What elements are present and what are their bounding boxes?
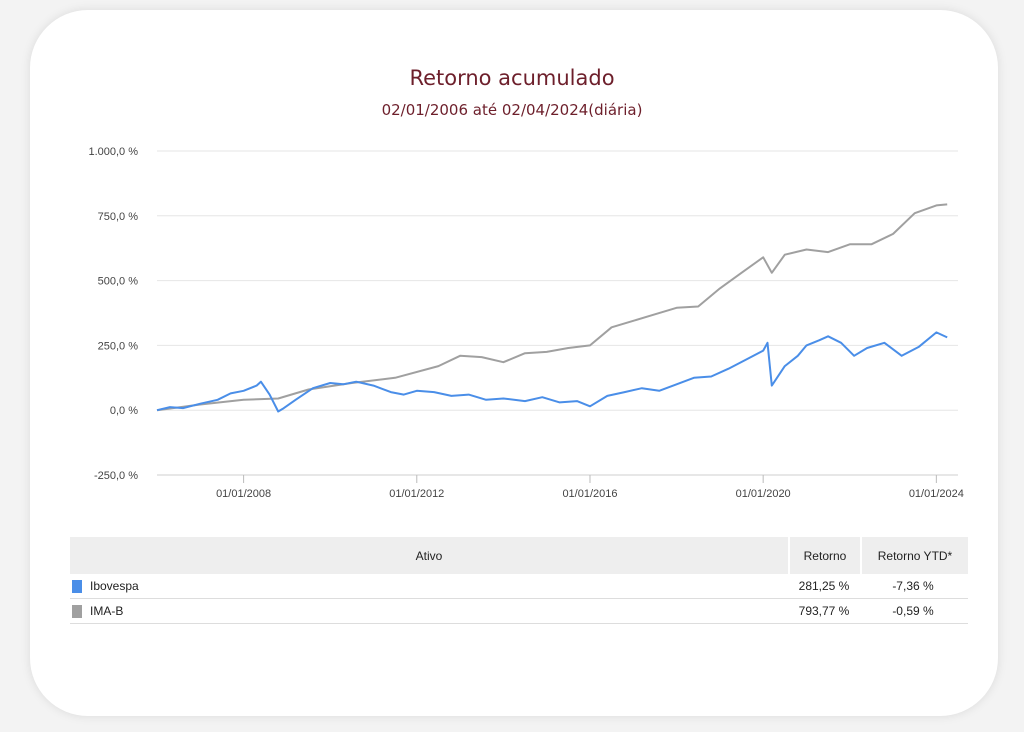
header-retorno: Retorno xyxy=(790,537,860,574)
x-tick-label: 01/01/2008 xyxy=(216,488,271,500)
x-tick-label: 01/01/2024 xyxy=(909,488,964,500)
x-tick-label: 01/01/2016 xyxy=(562,488,617,500)
grid-lines xyxy=(157,150,958,476)
returns-table: Ativo Retorno Retorno YTD* Ibovespa 281,… xyxy=(70,537,968,624)
y-tick-label: 250,0 % xyxy=(98,340,139,352)
table-row: Ibovespa 281,25 % -7,36 % xyxy=(70,574,968,599)
legend-swatch xyxy=(72,604,82,618)
ytd-value: -7,36 % xyxy=(892,579,934,593)
header-retorno-ytd: Retorno YTD* xyxy=(862,537,968,574)
legend-swatch xyxy=(72,579,82,593)
table-header: Ativo Retorno Retorno YTD* xyxy=(70,537,968,574)
x-axis-ticks: 01/01/2008 01/01/2012 01/01/2016 01/01/2020… xyxy=(216,475,964,500)
header-ativo: Ativo xyxy=(70,537,788,574)
series-line-ima-b xyxy=(156,203,948,412)
y-axis-ticks: 1.000,0 % 750,0 % 500,0 % 250,0 % 0,0 % -250,… xyxy=(88,146,138,482)
chart-title: Retorno acumulado xyxy=(409,66,615,90)
asset-name: IMA-B xyxy=(90,604,124,618)
y-tick-label: 750,0 % xyxy=(98,211,139,223)
chart-subtitle: 02/01/2006 até 02/04/2024(diária) xyxy=(381,101,643,119)
series-line-ibovespa xyxy=(156,331,948,413)
retorno-value: 281,25 % xyxy=(798,579,850,593)
y-tick-label: 1.000,0 % xyxy=(88,146,138,158)
retorno-value: 793,77 % xyxy=(798,604,850,618)
x-tick-label: 01/01/2020 xyxy=(736,488,791,500)
table-row: IMA-B 793,77 % -0,59 % xyxy=(70,599,968,624)
y-tick-label: 500,0 % xyxy=(98,276,139,288)
x-tick-label: 01/01/2012 xyxy=(389,488,444,500)
y-tick-label: -250,0 % xyxy=(94,470,138,482)
series-lines xyxy=(156,203,948,413)
asset-name: Ibovespa xyxy=(90,579,139,593)
ytd-value: -0,59 % xyxy=(892,604,934,618)
y-tick-label: 0,0 % xyxy=(110,405,138,417)
